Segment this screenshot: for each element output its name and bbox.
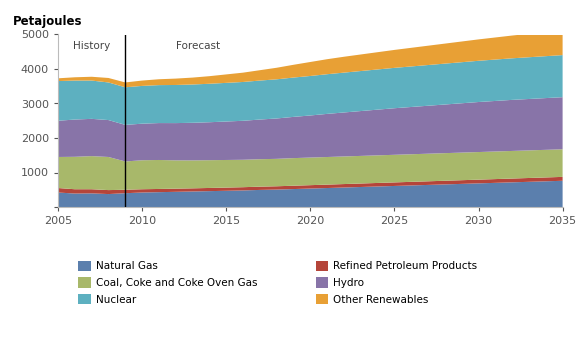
Text: Forecast: Forecast <box>176 41 220 51</box>
Text: History: History <box>73 41 110 51</box>
Text: Petajoules: Petajoules <box>13 14 82 28</box>
Legend: Refined Petroleum Products, Hydro, Other Renewables: Refined Petroleum Products, Hydro, Other… <box>316 260 477 305</box>
